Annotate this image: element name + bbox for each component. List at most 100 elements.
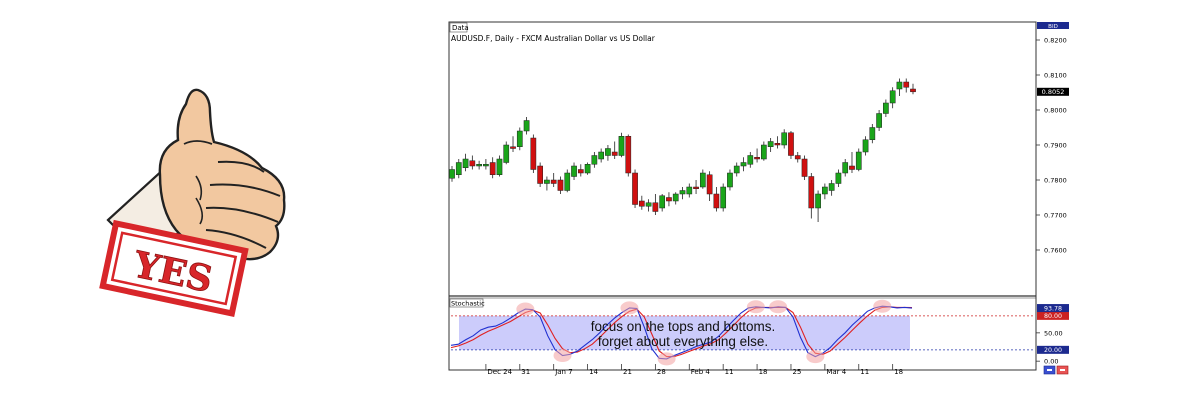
candle-bearish [530,137,537,170]
stochastic-tick-label: 50.00 [1044,329,1063,337]
candle-bearish [611,151,618,156]
candle-bullish [862,139,869,153]
time-tick-label: 31 [521,368,530,376]
extreme-highlight-circle [769,300,788,314]
price-tick-label: 0.7600 [1044,247,1067,255]
candle-bearish [808,176,815,209]
candle-bearish [537,165,543,184]
candle-bearish [801,158,808,177]
extreme-highlight-circle [620,301,639,315]
last-price-marker [1037,87,1069,96]
time-tick-label: 25 [792,368,801,376]
candle-bearish [489,162,496,175]
candle-bearish [652,202,659,212]
candle-bearish [794,155,801,160]
candle-bullish [672,193,679,202]
scroll-buttons[interactable] [1043,365,1069,375]
price-scale-tag-text: BID [1048,24,1058,30]
oversold-label: 20.00 [1044,347,1062,354]
yes-stamp: YES [99,219,249,317]
candle-bullish [523,120,530,132]
candle-bearish [849,165,855,170]
chart-window: Data AUDUSD.F, Daily - FXCM Australian D… [448,21,1069,376]
time-tick-label: 18 [894,368,903,376]
extreme-highlight-circle [873,299,892,313]
candlestick-series [449,78,916,222]
candle-bullish [544,179,550,184]
price-tick-label: 0.8200 [1044,37,1067,45]
candle-bearish [638,200,645,207]
stochastic-value-marker [1037,304,1069,313]
candle-bullish [462,158,469,168]
time-tick-label: 18 [759,368,768,376]
candle-bullish [842,162,849,174]
candle-bullish [496,158,503,175]
candle-bullish [645,202,652,207]
time-tick-label: 11 [725,368,734,376]
candle-bullish [659,195,666,209]
candle-bullish [686,186,693,195]
candle-bearish [557,179,564,191]
extreme-highlight-circle [516,302,535,316]
candle-bullish [733,165,740,174]
price-axis: 0.8200 0.8100 0.8000 0.7900 0.7800 0.7700 0.76… [1036,37,1067,255]
candle-bearish [774,143,781,146]
candle-bullish [699,172,706,188]
candle-bullish [455,162,462,175]
candle-bullish [476,164,482,167]
extreme-highlight-circle [657,352,676,366]
candle-bullish [889,90,896,104]
candle-bullish [781,132,788,146]
candle-bearish [666,197,672,202]
extreme-highlight-circle [746,300,765,314]
chart-title: AUDUSD.F, Daily - FXCM Australian Dollar… [451,34,656,43]
candle-bullish [516,130,523,147]
candle-bullish [571,165,577,177]
candle-bullish [591,155,598,165]
candle-bearish [625,136,632,174]
extreme-highlight-circle [806,350,825,364]
candle-bearish [577,169,584,174]
candle-bullish [598,151,604,160]
overbought-label: 80.00 [1044,313,1062,320]
time-tick-label: 11 [860,368,869,376]
stochastic-value-label: 93.78 [1044,305,1062,312]
price-tick-label: 0.8000 [1044,107,1067,115]
candle-bullish [605,148,611,156]
stochastic-panel-label: Stochastic [451,300,485,308]
price-panel-label: Data [452,24,469,32]
overbought-marker [1037,311,1069,320]
candle-bullish [828,183,835,191]
candle-bullish [822,186,828,195]
candle-bullish [584,164,591,174]
candle-bullish [564,172,571,191]
candle-bullish [618,136,625,156]
time-tick-label: Mar 4 [826,368,846,376]
time-tick-label: Feb 4 [691,368,711,376]
candle-bullish [747,155,754,165]
candle-bearish [632,172,638,205]
annotation-line-1: focus on the tops and bottoms. [591,319,776,334]
price-tick-label: 0.8100 [1044,72,1067,80]
candle-bullish [855,151,862,170]
candle-bearish [550,179,557,184]
candle-bullish [727,172,733,188]
candle-bearish [910,88,916,93]
thumbs-up-yes-illustration: YES [99,88,286,317]
annotation-line-2: forget about everything else. [598,334,768,349]
candle-bullish [740,162,747,167]
extreme-highlights [516,299,892,366]
candle-bullish [720,186,727,209]
candle-bullish [835,172,842,184]
candle-bullish [883,102,889,114]
candle-bullish [449,169,455,179]
candle-bearish [706,174,713,195]
candle-bullish [761,144,767,160]
candle-bearish [754,157,760,160]
time-tick-label: 28 [657,368,666,376]
candle-bearish [903,81,910,88]
time-axis: Dec 24 31 Jan 7 14 21 28 Feb 4 11 18 25 Mar 4 11 18 [485,364,903,376]
stochastic-tick-label: 0.00 [1044,358,1058,366]
